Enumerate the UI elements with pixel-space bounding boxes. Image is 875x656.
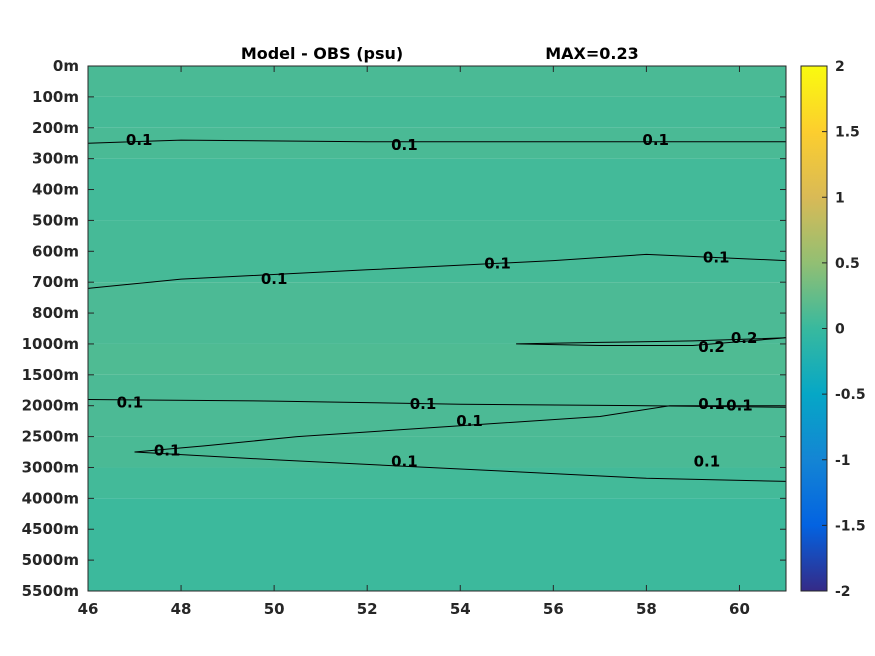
y-tick-label: 500m [32,211,79,229]
x-tick-label: 58 [636,600,657,618]
contour-line [134,451,787,482]
contour-label: 0.1 [261,270,288,288]
heatmap-band [88,498,786,591]
contour-label: 0.1 [117,394,144,412]
colorbar: 2 1.5 1 0.5 0 -0.5 -1 -1.5 -2 [800,59,866,600]
contour-label: 0.1 [410,395,437,413]
x-axis: 46 48 50 52 54 56 58 60 [78,66,750,618]
heatmap-band [88,96,786,128]
colorbar-tick-label: -1.5 [835,518,866,534]
heatmap-band [88,467,786,499]
contour-label: 0.1 [642,131,669,149]
y-tick-label: 4500m [22,520,79,538]
y-tick-label: 700m [32,273,79,291]
y-tick-label: 3000m [22,458,79,476]
heatmap-band [88,66,786,97]
chart-subtitle: MAX=0.23 [545,44,639,63]
contour-label: 0.2 [731,329,758,347]
x-tick-label: 60 [729,600,750,618]
contour-line [87,399,787,408]
contour-label: 0.1 [391,452,418,470]
colorbar-tick-label: 1.5 [835,125,860,141]
x-tick-label: 52 [357,600,378,618]
contour-label: 0.1 [456,412,483,430]
plot-area [88,66,786,591]
y-tick-label: 200m [32,119,79,137]
contour-label: 0.1 [126,131,153,149]
x-tick-label: 56 [543,600,564,618]
heatmap-band [88,436,786,468]
plot-frame [87,65,787,592]
x-tick-label: 48 [171,600,192,618]
contour-label: 0.1 [726,397,753,415]
y-tick-label: 400m [32,181,79,199]
y-tick-label: 5000m [22,551,79,569]
y-tick-label: 1000m [22,335,79,353]
y-tick-label: 0m [53,57,79,75]
y-tick-label: 2000m [22,397,79,415]
contour-label: 0.1 [154,441,181,459]
y-tick-label: 1500m [22,366,79,384]
x-tick-label: 46 [78,600,99,618]
colorbar-tick-label: -0.5 [835,387,866,403]
contour-label: 0.1 [698,395,725,413]
contour-label: 0.2 [698,338,725,356]
heatmap-band [88,282,786,344]
colorbar-tick-label: -2 [835,584,851,600]
heatmap-band [88,127,786,159]
y-tick-label: 4000m [22,489,79,507]
heatmap-band [88,158,786,221]
y-tick-label: 100m [32,88,79,106]
contour-label: 0.1 [391,136,418,154]
colorbar-tick-label: 0 [835,322,845,338]
colorbar-tick-label: 0.5 [835,256,860,272]
chart-title: Model - OBS (psu) [241,44,403,63]
heatmap-band [88,343,786,375]
contour-label: 0.1 [703,248,730,266]
colorbar-tick-label: -1 [835,453,851,469]
contour-line [87,253,787,289]
x-tick-label: 50 [264,600,285,618]
contour-label: 0.1 [694,452,721,470]
contour-label: 0.1 [484,255,511,273]
y-tick-label: 300m [32,150,79,168]
x-tick-label: 54 [450,600,471,618]
colorbar-tick-label: 1 [835,190,845,206]
contour-labels: 0.1 0.1 0.10.10.1 0.10.20.20.1 0.1 0.1 0.10.10… [117,131,758,470]
y-axis: 0m 100m 200m 300m 400m 500m 600m 700m 800m 1000m 1… [22,57,786,600]
contour-line [87,139,786,144]
y-tick-label: 800m [32,304,79,322]
contour-line [134,405,786,453]
y-tick-label: 2500m [22,428,79,446]
y-tick-label: 5500m [22,582,79,600]
colorbar-tick-label: 2 [835,59,845,75]
y-tick-label: 600m [32,242,79,260]
heatmap-band [88,220,786,283]
